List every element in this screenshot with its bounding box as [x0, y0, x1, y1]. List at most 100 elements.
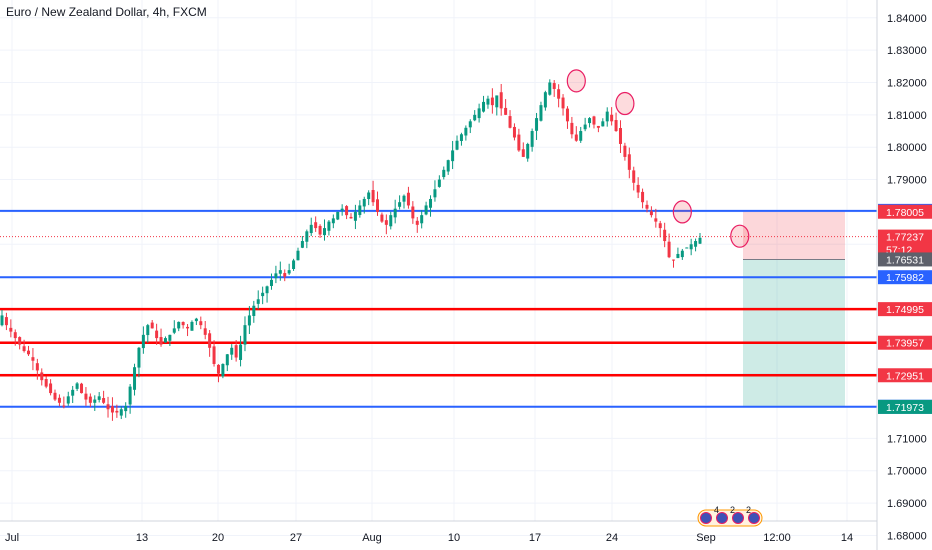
highlight-circle[interactable]: [672, 200, 692, 224]
candle-body: [247, 315, 251, 326]
candle-body: [398, 202, 402, 207]
candle-body: [552, 83, 556, 89]
candle-body: [420, 215, 424, 224]
candle-body: [265, 286, 269, 294]
highlight-circle[interactable]: [566, 69, 586, 93]
time-tick-label: 24: [606, 532, 618, 544]
price-tag-label: 1.72951: [886, 370, 924, 382]
candle-body: [115, 410, 119, 413]
candle-body: [389, 215, 393, 227]
candle-body: [80, 383, 84, 394]
short-position-tool[interactable]: [743, 210, 845, 407]
candle-body: [393, 208, 397, 218]
candle-body: [455, 140, 459, 150]
candle-body: [9, 327, 13, 332]
candle-body: [40, 372, 44, 381]
price-tag-label: 1.71973: [886, 402, 924, 414]
candle-body: [623, 145, 627, 157]
price-tags: 1.780321.780051.7723757:121.765311.75982…: [878, 203, 932, 414]
candle-body: [261, 292, 265, 297]
candle-body: [124, 406, 128, 412]
candle-body: [190, 321, 194, 331]
candle-body: [88, 396, 92, 403]
price-tag: 1.75982: [878, 270, 932, 285]
candle-body: [345, 206, 349, 216]
event-icon[interactable]: [748, 512, 760, 524]
price-tag-label: 1.78005: [886, 207, 924, 219]
candle-body: [477, 108, 481, 119]
candle-body: [596, 125, 600, 128]
candle-body: [13, 332, 17, 339]
highlight-circle[interactable]: [730, 224, 750, 248]
event-icon[interactable]: [700, 512, 712, 524]
candle-body: [499, 92, 503, 109]
candle-body: [66, 396, 70, 404]
candle-body: [649, 211, 653, 216]
candle-body: [128, 386, 132, 405]
candle-body: [163, 338, 167, 343]
candle-body: [62, 405, 66, 407]
candle-body: [216, 364, 220, 374]
candle-body: [565, 108, 569, 122]
price-tag-label: 1.76531: [886, 254, 924, 266]
candle-body: [641, 191, 645, 203]
candle-body: [309, 224, 313, 234]
time-tick-label: Sep: [696, 532, 716, 544]
price-tick-label: 1.71000: [887, 433, 927, 445]
time-axis[interactable]: Jul 13 20 27 Aug 10 17 24 Sep 12:00 14: [5, 532, 853, 544]
candle-body: [194, 318, 198, 322]
candle-body: [234, 345, 238, 358]
candle-body: [645, 204, 649, 209]
highlight-circle[interactable]: [615, 91, 635, 116]
take-profit-zone[interactable]: [743, 259, 845, 407]
candle-body: [208, 333, 212, 348]
highlight-circles[interactable]: [566, 69, 750, 248]
price-tick-label: 1.81000: [887, 110, 927, 122]
candle-body: [384, 220, 388, 225]
candle-body: [535, 118, 539, 131]
candle-body: [601, 121, 605, 127]
time-tick-label: Jul: [5, 532, 19, 544]
candle-body: [680, 250, 684, 258]
price-tick-label: 1.82000: [887, 78, 927, 90]
time-tick-label: 10: [448, 532, 460, 544]
candle-body: [561, 97, 565, 109]
time-tick-label: 13: [136, 532, 148, 544]
candle-body: [18, 337, 22, 345]
candle-body: [588, 118, 592, 124]
candle-body: [133, 367, 137, 390]
time-tick-label: 14: [841, 532, 853, 544]
price-tick-label: 1.80000: [887, 142, 927, 154]
event-count: 2: [730, 505, 735, 515]
event-icon[interactable]: [732, 512, 744, 524]
stop-loss-zone[interactable]: [743, 210, 845, 260]
candle-body: [614, 120, 618, 132]
candle-body: [468, 121, 472, 128]
price-tag: 1.78005: [878, 204, 932, 219]
candle-body: [305, 231, 309, 242]
candle-body: [106, 404, 110, 410]
events-badge-frame[interactable]: [697, 509, 763, 527]
candle-body: [256, 299, 260, 304]
event-count: 4: [714, 505, 719, 515]
candle-body: [570, 122, 574, 135]
events-badge[interactable]: 4 2 2: [697, 505, 763, 527]
price-tick-label: 1.69000: [887, 498, 927, 510]
candle-body: [35, 363, 39, 371]
candle-body: [627, 154, 631, 170]
candle-body: [44, 379, 48, 387]
candle-body: [446, 160, 450, 172]
candle-body: [371, 189, 375, 203]
candle-body: [610, 114, 614, 122]
candle-body: [406, 192, 410, 206]
candle-body: [110, 406, 114, 413]
candle-body: [75, 383, 79, 389]
candle-body: [380, 214, 384, 222]
event-icon[interactable]: [716, 512, 728, 524]
candle-body: [663, 229, 667, 242]
horizontal-lines[interactable]: [0, 209, 877, 408]
candle-body: [495, 95, 499, 108]
candle-body: [278, 270, 282, 274]
candle-body: [340, 208, 344, 211]
